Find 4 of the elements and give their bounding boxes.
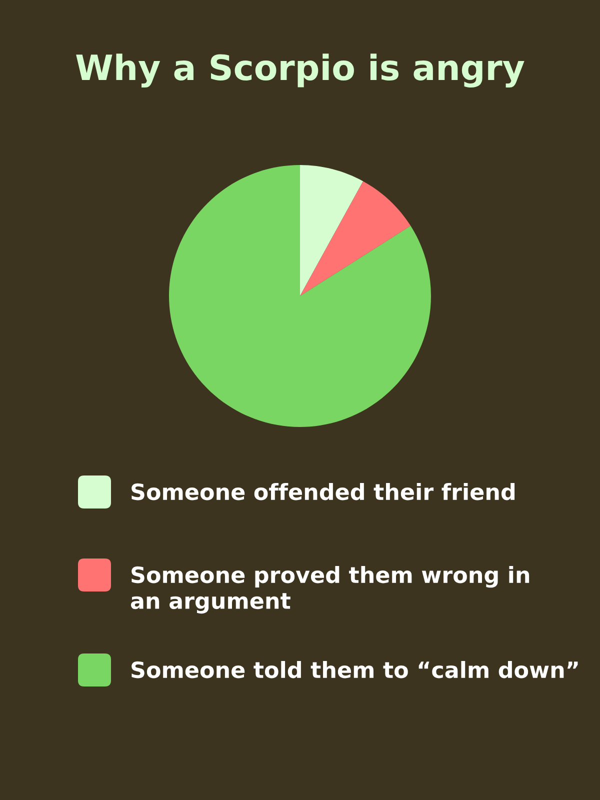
legend-label: Someone proved them wrong in an argument — [130, 566, 530, 614]
chart-title: Why a Scorpio is angry — [76, 54, 524, 88]
legend-label: Someone told them to “calm down” — [132, 661, 578, 678]
legend-label: Someone offended their friend — [132, 483, 515, 500]
